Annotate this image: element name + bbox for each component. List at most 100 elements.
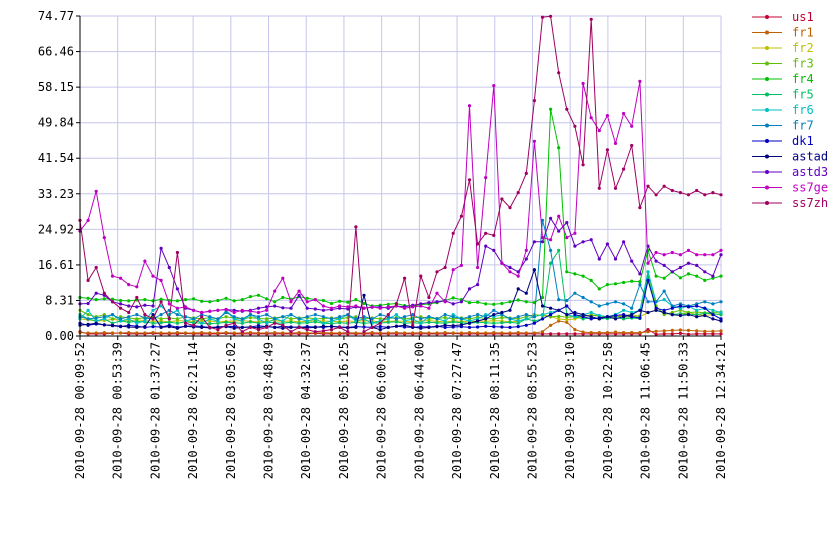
data-point-ss7zh <box>192 323 196 327</box>
data-point-ss7zh <box>338 325 342 329</box>
legend-item-us1: us1 <box>752 10 814 24</box>
data-point-fr4 <box>192 297 196 301</box>
data-point-astd3 <box>711 274 715 278</box>
data-point-astd3 <box>662 263 666 267</box>
data-point-astd3 <box>573 244 577 248</box>
data-point-fr7 <box>281 315 285 319</box>
data-point-astad <box>703 313 707 318</box>
data-point-fr7 <box>532 315 537 319</box>
data-point-fr4 <box>622 280 626 285</box>
data-point-fr4 <box>321 298 325 303</box>
legend-item-ss7zh: ss7zh <box>752 196 828 210</box>
data-point-fr4 <box>500 301 504 306</box>
data-point-dk1 <box>638 316 642 320</box>
data-point-fr7 <box>638 283 642 287</box>
data-point-fr1 <box>394 331 398 335</box>
data-point-dk1 <box>492 325 496 329</box>
data-point-fr1 <box>516 331 520 335</box>
data-point-fr7 <box>419 317 423 321</box>
data-point-fr1 <box>443 331 447 335</box>
data-point-fr1 <box>167 331 171 335</box>
data-point-fr4 <box>508 300 512 304</box>
data-point-fr7 <box>127 315 131 319</box>
data-point-astad <box>354 325 358 329</box>
data-point-astd3 <box>94 291 98 295</box>
data-point-fr2 <box>557 317 561 321</box>
data-point-fr7 <box>86 317 90 321</box>
data-point-astad <box>175 326 179 330</box>
data-point-ss7ge <box>565 236 569 240</box>
data-point-ss7ge <box>127 283 131 287</box>
data-point-ss7zh <box>200 315 204 319</box>
data-point-fr4 <box>216 298 220 303</box>
data-point-fr5 <box>532 319 537 323</box>
data-point-astad <box>484 317 488 321</box>
legend-label: fr3 <box>792 57 814 71</box>
data-point-astd3 <box>605 242 610 246</box>
data-point-fr7 <box>313 313 317 317</box>
data-point-fr6 <box>159 304 163 308</box>
data-point-astad <box>200 325 204 329</box>
data-point-fr6 <box>338 317 342 321</box>
legend-item-astad: astad <box>752 150 828 164</box>
data-point-astd3 <box>313 307 317 311</box>
data-point-fr1 <box>208 331 212 335</box>
data-point-fr1 <box>719 329 723 333</box>
legend-label: ss7zh <box>792 196 828 210</box>
data-point-astd3 <box>678 265 683 270</box>
data-point-fr3 <box>110 317 115 321</box>
y-axis-ticks: 0.00 8.31 16.61 24.92 33.23 41.54 49.84 58.15 66… <box>38 9 80 343</box>
data-point-fr4 <box>273 300 277 304</box>
data-point-fr5 <box>581 317 585 321</box>
data-point-ss7zh <box>354 225 358 229</box>
x-tick-label: 2010-09-28 11:06:45 <box>639 342 653 479</box>
data-point-astad <box>151 313 155 317</box>
data-point-ss7zh <box>703 193 707 197</box>
y-tick-label: 41.54 <box>38 151 74 165</box>
legend-swatch-marker <box>765 92 769 97</box>
data-point-astd3 <box>670 270 674 274</box>
data-point-ss7zh <box>329 328 334 332</box>
data-point-dk1 <box>711 313 715 317</box>
data-point-dk1 <box>549 313 553 317</box>
plot-area <box>78 14 723 336</box>
series-astd3 <box>78 216 723 315</box>
data-point-astad <box>589 315 593 319</box>
data-point-ss7ge <box>549 238 553 242</box>
data-point-fr7 <box>94 316 98 320</box>
data-point-fr1 <box>459 331 463 335</box>
data-point-ss7zh <box>678 191 683 195</box>
data-point-fr1 <box>273 331 277 335</box>
data-point-fr4 <box>159 297 163 301</box>
legend-label: fr4 <box>792 72 814 86</box>
data-point-astad <box>557 308 561 312</box>
data-point-fr1 <box>613 330 618 334</box>
data-point-fr1 <box>695 329 699 333</box>
data-point-fr6 <box>403 319 407 323</box>
data-point-dk1 <box>646 278 650 282</box>
data-point-fr4 <box>256 293 261 297</box>
legend-swatch-marker <box>765 170 769 174</box>
legend-swatch-marker <box>765 123 769 128</box>
data-point-fr1 <box>403 331 407 335</box>
data-point-ss7zh <box>281 323 285 327</box>
data-point-ss7ge <box>151 274 155 278</box>
data-point-astad <box>102 323 106 327</box>
x-tick-label: 2010-09-28 04:32:37 <box>299 342 313 479</box>
data-point-fr1 <box>492 331 496 335</box>
data-point-fr5 <box>451 320 455 324</box>
data-point-fr4 <box>248 295 252 299</box>
data-point-fr6 <box>597 313 601 318</box>
data-point-ss7zh <box>175 250 179 255</box>
data-point-ss7ge <box>613 141 618 145</box>
data-point-fr5 <box>297 321 301 325</box>
data-point-fr4 <box>467 301 472 305</box>
data-point-fr4 <box>597 287 601 291</box>
data-point-fr1 <box>622 331 626 335</box>
data-point-fr7 <box>589 300 593 304</box>
data-point-fr1 <box>532 331 537 335</box>
data-point-fr1 <box>110 331 115 335</box>
y-tick-label: 16.61 <box>38 258 74 272</box>
data-point-fr6 <box>127 317 131 321</box>
data-point-ss7zh <box>94 265 98 270</box>
